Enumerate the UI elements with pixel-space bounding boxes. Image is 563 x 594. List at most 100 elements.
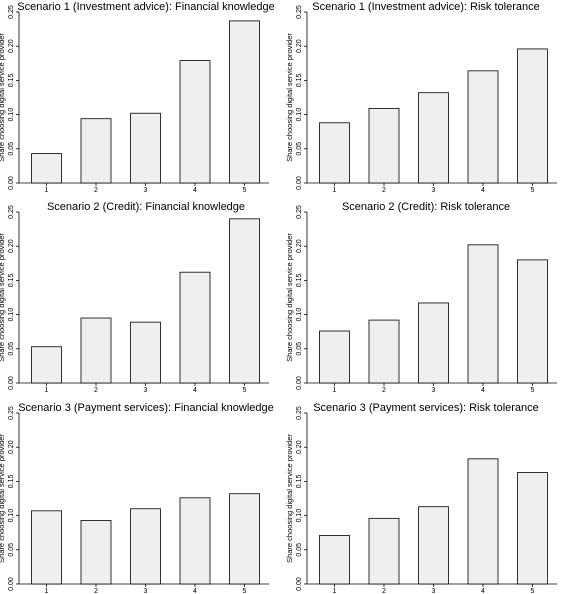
y-tick-label: 0.05 [8,142,15,156]
y-tick-label: 0.00 [296,376,303,390]
y-tick-label: 0.05 [8,342,15,356]
bar-2 [368,517,400,585]
bar-2 [368,108,400,184]
bar-5 [517,48,548,184]
y-tick-label: 0.20 [8,440,15,454]
x-tick-label: 3 [432,387,436,394]
bar-4 [179,271,211,384]
x-tick-label: 5 [243,588,247,594]
y-tick-label: 0.00 [296,176,303,190]
bar-2 [80,118,112,184]
bar-1 [31,346,62,384]
x-tick-label: 1 [45,187,49,194]
y-tick-label: 0.15 [296,73,303,87]
y-tick-label: 0.15 [8,474,15,488]
bar-5 [517,259,548,384]
x-tick-label: 1 [45,588,49,594]
x-tick-label: 4 [481,588,485,594]
x-tick-label: 4 [481,387,485,394]
y-tick-label: 0.15 [296,273,303,287]
x-tick-label: 1 [333,187,337,194]
bar-3 [130,321,161,384]
bar-2 [80,317,112,384]
bar-2 [368,319,400,384]
x-tick-label: 4 [193,588,197,594]
x-tick-label: 2 [382,588,386,594]
chart-panel-4: Scenario 2 (Credit): Risk tolerance 0.00 0… [285,201,557,394]
x-tick-label: 3 [144,187,148,194]
x-tick-label: 5 [531,187,535,194]
y-tick-label: 0.25 [8,205,15,219]
y-tick-label: 0.20 [8,39,15,53]
x-tick-label: 5 [243,187,247,194]
x-tick-label: 2 [94,588,98,594]
y-tick-label: 0.05 [8,543,15,557]
x-tick-label: 5 [531,588,535,594]
y-tick-label: 0.10 [296,308,303,322]
y-tick-label: 0.25 [296,406,303,420]
bar-1 [319,330,350,384]
y-tick-label: 0.25 [296,5,303,19]
y-tick-label: 0.20 [296,440,303,454]
chart-title: Scenario 1 (Investment advice): Financia… [17,1,274,13]
bar-4 [467,458,499,585]
x-tick-label: 4 [193,187,197,194]
bar-1 [319,535,350,585]
x-tick-label: 2 [382,187,386,194]
chart-title: Scenario 2 (Credit): Financial knowledge [47,201,245,213]
bar-5 [229,20,260,184]
chart-title: Scenario 3 (Payment services): Risk tole… [313,402,539,414]
y-tick-label: 0.10 [8,308,15,322]
y-tick-label: 0.05 [296,543,303,557]
bar-3 [418,506,449,585]
y-axis-title: Share choosing digital service provider [285,233,294,362]
y-tick-label: 0.20 [296,39,303,53]
x-tick-label: 5 [531,387,535,394]
x-tick-label: 1 [45,387,49,394]
x-tick-label: 4 [481,187,485,194]
bar-3 [130,508,161,585]
bar-1 [31,510,62,585]
y-tick-label: 0.20 [296,239,303,253]
x-tick-label: 4 [193,387,197,394]
bar-5 [229,218,260,384]
bar-4 [467,70,499,184]
x-tick-label: 2 [94,387,98,394]
y-tick-label: 0.00 [296,577,303,591]
bar-2 [80,519,112,585]
chart-title: Scenario 3 (Payment services): Financial… [18,402,274,414]
y-tick-label: 0.15 [296,474,303,488]
x-tick-label: 1 [333,387,337,394]
y-tick-label: 0.00 [8,376,15,390]
chart-title: Scenario 1 (Investment advice): Risk tol… [312,1,539,13]
x-tick-label: 3 [144,588,148,594]
x-tick-label: 2 [382,387,386,394]
bar-5 [229,493,260,585]
bar-5 [517,472,548,585]
y-axis-title: Share choosing digital service provider [0,233,6,362]
bar-3 [418,302,449,384]
bar-1 [31,153,62,184]
bar-4 [179,60,211,184]
y-tick-label: 0.25 [8,406,15,420]
y-tick-label: 0.20 [8,239,15,253]
bar-3 [130,112,161,184]
y-axis-title: Share choosing digital service provider [0,434,6,563]
x-tick-label: 3 [432,187,436,194]
y-tick-label: 0.10 [296,108,303,122]
x-tick-label: 5 [243,387,247,394]
y-tick-label: 0.00 [8,577,15,591]
y-axis-title: Share choosing digital service provider [285,434,294,563]
y-tick-label: 0.10 [8,108,15,122]
chart-panel-3: Scenario 2 (Credit): Financial knowledge… [0,201,269,394]
y-tick-label: 0.05 [296,342,303,356]
x-tick-label: 1 [333,588,337,594]
y-tick-label: 0.10 [8,509,15,523]
y-tick-label: 0.15 [8,73,15,87]
bar-4 [467,244,499,384]
y-tick-label: 0.10 [296,509,303,523]
y-axis-title: Share choosing digital service provider [0,33,6,162]
chart-panel-5: Scenario 3 (Payment services): Financial… [0,402,274,594]
bar-4 [179,497,211,585]
